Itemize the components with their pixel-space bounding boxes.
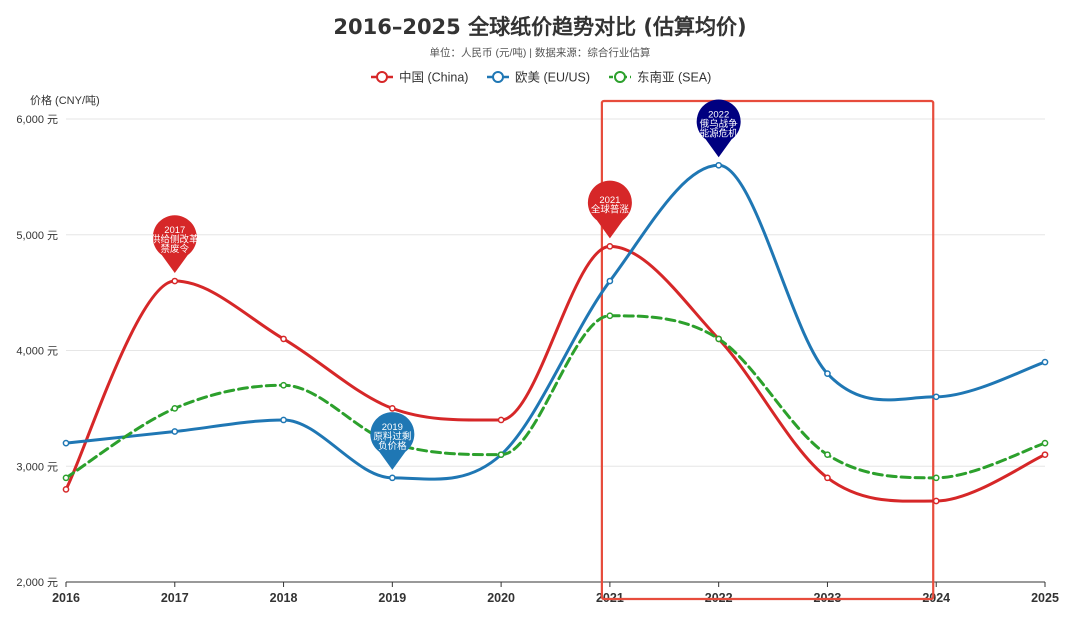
legend-label: 中国 (China) [399,70,468,85]
x-tick-label: 2016 [52,591,80,605]
annotation-pin-shape [152,215,197,274]
legend: 中国 (China) 欧美 (EU/US) 东南亚 (SEA) [371,70,711,85]
data-point[interactable] [62,439,70,447]
data-point[interactable] [280,416,287,424]
legend-item[interactable]: 东南亚 (SEA) [609,70,711,85]
annotation-pin-shape [370,412,415,470]
data-point[interactable] [824,474,831,482]
annotation-text: 2021 [599,195,620,206]
data-point[interactable] [606,312,614,320]
data-point[interactable] [497,416,505,424]
data-point[interactable] [932,497,940,505]
x-tick-label: 2018 [270,591,298,605]
legend-label: 东南亚 (SEA) [637,70,711,85]
data-point[interactable] [62,486,70,493]
annotation-text: 2017 [164,225,185,236]
annotation-text: 俄乌战争 [700,118,739,130]
series-line [64,244,1047,503]
data-point[interactable] [932,474,940,482]
y-tick-label: 6,000 元 [16,114,58,126]
data-point[interactable] [606,277,614,285]
data-point[interactable] [1041,358,1049,366]
data-point[interactable] [824,370,831,377]
annotation-text: 能源危机 [700,127,739,139]
chart-subtitle: 单位：人民币 (元/吨) | 数据来源：综合行业估算 [430,46,651,59]
series-line [64,163,1047,481]
legend-label: 欧美 (EU/US) [515,71,590,85]
highlight-box [600,99,935,601]
chart-title: 2016–2025 全球纸价趋势对比 (估算均价) [333,15,746,39]
data-point[interactable] [715,335,723,343]
legend-marker [492,71,504,83]
data-point[interactable] [1041,439,1049,447]
annotation-text: 负价格 [378,440,407,452]
legend-item[interactable]: 欧美 (EU/US) [487,71,590,85]
series-lines [64,163,1047,503]
data-point[interactable] [1041,451,1049,459]
grid-lines [66,118,1045,467]
annotation-text: 全球普涨 [591,204,630,216]
x-tick-label: 2025 [1031,591,1059,605]
data-point[interactable] [388,405,396,412]
data-point[interactable] [280,335,287,343]
annotation-text: 禁废令 [161,243,190,255]
data-point[interactable] [932,393,940,401]
data-point[interactable] [171,277,179,285]
y-axis-label: 价格 (CNY/吨) [30,93,100,107]
highlight-range [600,99,935,601]
data-point[interactable] [280,381,287,389]
data-point[interactable] [388,474,396,482]
y-tick-label: 5,000 元 [16,230,58,242]
legend-marker [376,71,388,83]
legend-item[interactable]: 中国 (China) [371,70,468,85]
annotation-pin-shape [696,99,741,158]
data-point[interactable] [497,451,505,459]
data-point[interactable] [171,405,179,412]
annotation-text: 原料过剩 [373,430,411,442]
data-point[interactable] [606,242,614,250]
legend-marker [614,71,626,83]
x-tick-label: 2019 [378,591,406,605]
y-tick-label: 2,000 元 [16,577,58,589]
y-tick-label: 3,000 元 [16,461,58,473]
series-line [64,314,1047,480]
annotation-text: 2019 [382,422,403,433]
y-tick-label: 4,000 元 [16,346,58,358]
annotation-pin-shape [587,180,632,239]
x-tick-label: 2020 [487,591,515,605]
x-tick-label: 2017 [161,591,189,605]
data-point[interactable] [62,474,70,482]
annotation-text: 供给侧改革 [151,234,199,246]
annotation-text: 2022 [708,109,729,120]
data-points [62,161,1049,505]
data-point[interactable] [824,451,831,459]
data-point[interactable] [715,161,723,169]
axes: 2,000 元 3,000 元 4,000 元 5,000 元 6,000 元 2016 2… [16,114,1059,605]
x-tick-label: 2024 [922,591,950,605]
data-point[interactable] [171,428,179,435]
